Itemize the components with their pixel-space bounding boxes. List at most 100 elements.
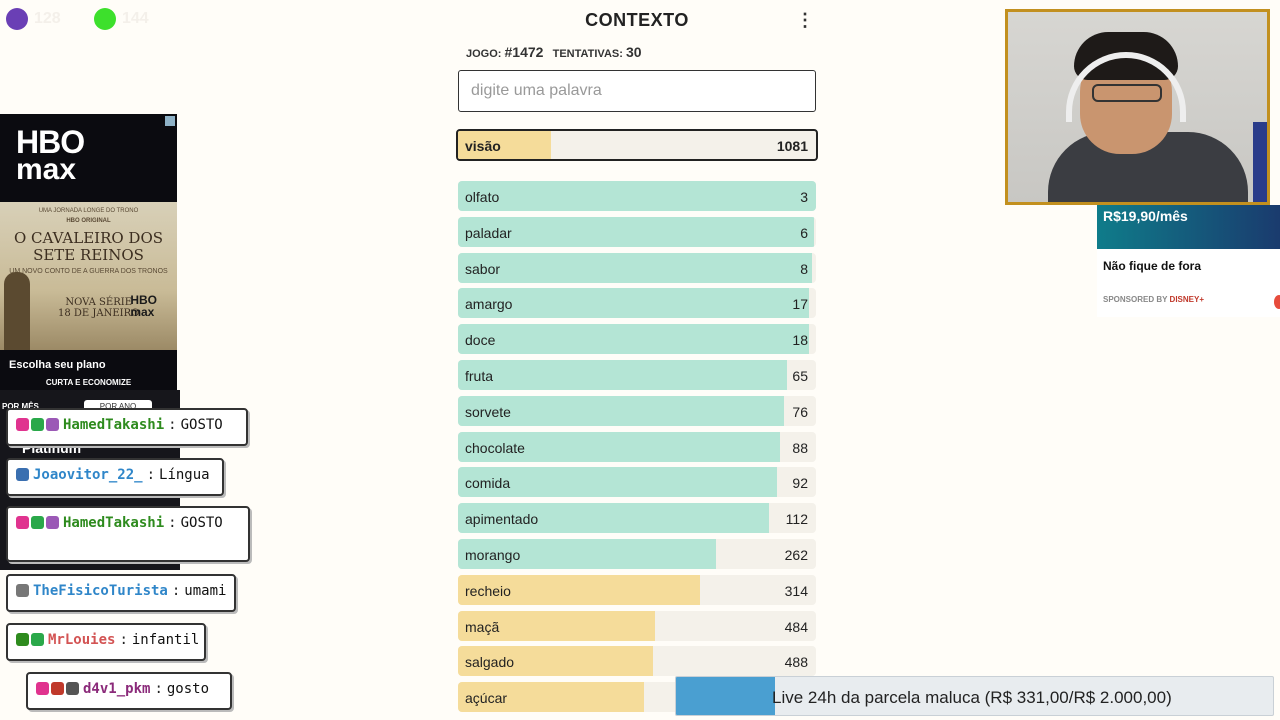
proximity-bar <box>458 252 813 283</box>
guess-word: salgado <box>465 654 515 671</box>
guess-word: recheio <box>465 582 511 599</box>
chat-badges <box>16 515 59 529</box>
chat-text: Língua <box>159 467 210 483</box>
chat-text: infantil <box>131 632 200 648</box>
viewer-counter-green: 144 <box>94 8 149 30</box>
guess-row: recheio 314 <box>458 574 816 605</box>
ad-cta[interactable]: Escolha seu plano <box>9 359 106 371</box>
guess-rank: 488 <box>784 654 808 671</box>
guess-word: chocolate <box>465 439 525 456</box>
guess-rank: 92 <box>792 475 808 492</box>
guess-rank: 262 <box>784 547 808 563</box>
guess-rank: 484 <box>784 618 808 635</box>
disney-plus-ad[interactable]: R$19,90/mês Não fique de fora SPONSORED … <box>1097 205 1280 317</box>
goal-progress-fill <box>676 677 775 715</box>
chat-badge-icon <box>16 468 29 481</box>
chat-username: TheFisicoTurista <box>33 583 168 599</box>
ad-mini-logo: HBO max <box>130 293 157 319</box>
chat-badge-icon <box>46 418 59 431</box>
ad-banner: R$19,90/mês <box>1097 205 1280 249</box>
guess-row: olfato 3 <box>458 181 816 211</box>
guess-row: maçã 484 <box>458 610 816 641</box>
guess-rank: 6 <box>800 224 808 241</box>
guess-row: paladar 6 <box>458 216 816 247</box>
chat-username: Joaovitor_22_ <box>33 467 143 483</box>
green-dot-icon <box>94 8 116 30</box>
guess-word: apimentado <box>465 511 539 528</box>
guess-rank: 8 <box>800 260 808 277</box>
glasses-icon <box>1092 84 1162 102</box>
kebab-menu-icon[interactable]: ⋮ <box>796 10 814 30</box>
chat-separator: : <box>154 681 163 697</box>
guess-rank: 17 <box>792 296 808 313</box>
ad-cta-secondary[interactable]: CURTA E ECONOMIZE <box>45 378 132 387</box>
donation-goal-bar: Live 24h da parcela maluca (R$ 331,00/R$… <box>675 676 1274 716</box>
ad-hbo-original: HBO ORIGINAL <box>66 218 111 224</box>
chat-badge-icon <box>16 516 29 529</box>
chat-badges <box>16 583 29 597</box>
chat-username: HamedTakashi <box>63 417 165 433</box>
ad-choices-icon[interactable] <box>165 116 175 126</box>
counter-value: 128 <box>34 10 61 27</box>
proximity-bar <box>458 131 552 159</box>
chat-text: gosto <box>166 681 210 697</box>
chat-separator: : <box>119 632 128 648</box>
chat-separator: : <box>168 417 177 433</box>
plan-monthly-label: POR MÊS <box>2 402 39 411</box>
proximity-bar <box>458 395 784 426</box>
chat-badge-icon <box>31 516 44 529</box>
hbo-max-ad[interactable]: HBO max UMA JORNADA LONGE DO TRONO HBO O… <box>0 114 177 390</box>
chat-badges <box>16 467 29 481</box>
game-title: CONTEXTO <box>585 10 689 30</box>
proximity-bar <box>458 360 788 390</box>
chat-separator: : <box>146 467 156 483</box>
poster-shape <box>1253 122 1267 202</box>
chat-separator: : <box>168 515 177 531</box>
guess-word: comida <box>465 475 511 492</box>
proximity-bar <box>458 574 700 605</box>
chat-message: d4v1_pkm: gosto <box>26 672 232 710</box>
chat-text: umami <box>184 583 227 599</box>
game-meta: JOGO: #1472 TENTATIVAS: 30 <box>466 44 642 60</box>
proximity-bar <box>458 431 781 462</box>
chat-badge-icon <box>31 418 44 431</box>
guess-row: sabor 8 <box>458 252 816 283</box>
guess-rank: 3 <box>800 189 808 205</box>
proximity-bar <box>458 324 809 355</box>
guess-rank: 1081 <box>776 138 808 154</box>
guess-word: açúcar <box>465 690 508 707</box>
guess-row: fruta 65 <box>458 360 816 390</box>
chat-username: HamedTakashi <box>63 515 165 531</box>
chat-username: MrLouies <box>48 632 116 648</box>
proximity-bar <box>458 288 809 319</box>
ad-badge-icon <box>1274 295 1280 309</box>
guess-input[interactable] <box>458 70 816 112</box>
guess-word: sorvete <box>465 403 511 420</box>
guess-rank: 18 <box>792 332 808 349</box>
chat-message: Joaovitor_22_: Língua <box>6 458 224 496</box>
game-number: #1472 <box>504 44 544 60</box>
guess-word: sabor <box>465 260 501 277</box>
proximity-bar <box>458 610 655 641</box>
ad-headline[interactable]: Não fique de fora <box>1103 259 1202 273</box>
guess-rank: 314 <box>784 582 808 599</box>
proximity-bar <box>458 181 816 211</box>
counter-value: 144 <box>122 10 149 27</box>
chat-text: GOSTO <box>180 515 223 531</box>
chat-message: MrLouies: infantil <box>6 623 206 661</box>
proximity-bar <box>458 503 770 534</box>
ad-release: NOVA SÉRIE 18 DE JANEIRO <box>58 297 140 319</box>
ad-tagline: UMA JORNADA LONGE DO TRONO <box>38 208 139 214</box>
guess-word: fruta <box>465 368 494 384</box>
chat-separator: : <box>171 583 181 599</box>
chat-badge-icon <box>66 682 79 695</box>
chat-badges <box>16 417 59 431</box>
chat-badges <box>16 632 44 646</box>
chat-text: GOSTO <box>180 417 223 433</box>
knight-figure <box>4 272 30 350</box>
attempts-count: 30 <box>625 44 642 60</box>
guess-row: apimentado 112 <box>458 503 816 534</box>
purple-dot-icon <box>6 8 28 30</box>
chat-username: d4v1_pkm <box>83 681 151 697</box>
guess-row: sorvete 76 <box>458 395 816 426</box>
